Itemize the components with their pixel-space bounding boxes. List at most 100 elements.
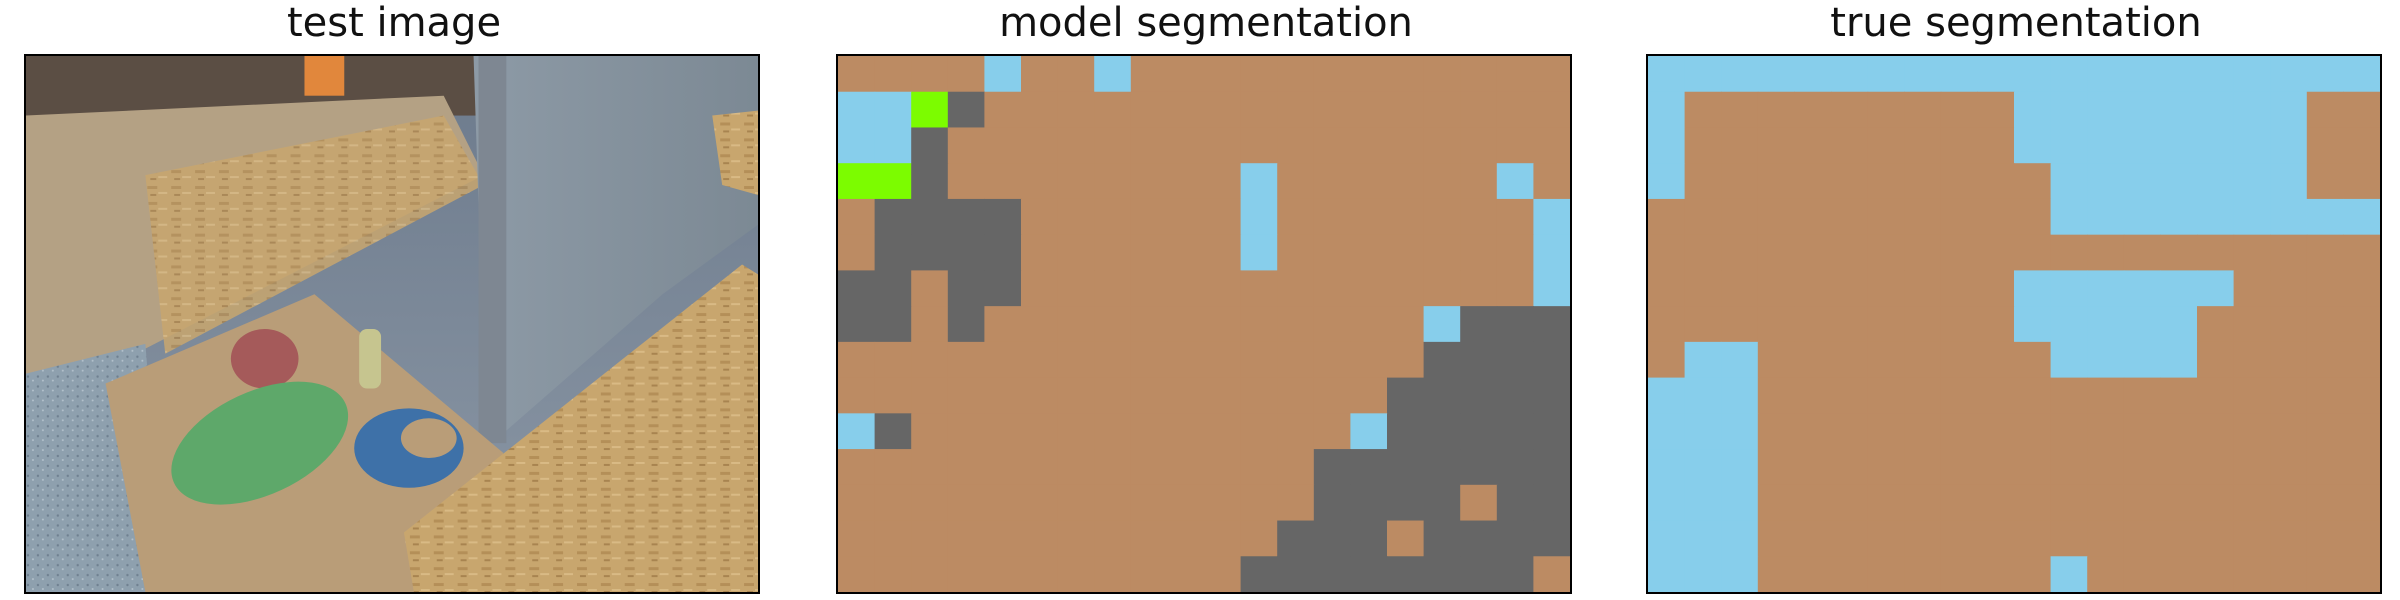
model-cell-brown xyxy=(1460,234,1498,271)
model-cell-brown xyxy=(1167,520,1205,557)
true-cell-brown xyxy=(2087,556,2125,592)
true-cell-brown xyxy=(2233,341,2271,379)
true-cell-brown xyxy=(2014,198,2052,236)
true-cell-sky xyxy=(1648,127,1686,164)
model-cell-brown xyxy=(1094,198,1132,236)
true-cell-brown xyxy=(2306,306,2344,343)
model-cell-brown xyxy=(1167,234,1205,271)
model-cell-sky xyxy=(874,127,912,164)
true-cell-sky xyxy=(1648,163,1686,200)
true-cell-brown xyxy=(2160,520,2198,557)
model-cell-brown xyxy=(1277,163,1315,200)
model-cell-brown xyxy=(1057,234,1095,271)
true-cell-sky xyxy=(2087,56,2125,93)
true-cell-brown xyxy=(1977,341,2015,379)
model-cell-brown xyxy=(1423,163,1461,200)
model-cell-brown xyxy=(911,449,949,486)
model-cell-brown xyxy=(1130,306,1168,343)
model-cell-brown xyxy=(1240,413,1278,450)
model-cell-brown xyxy=(1057,306,1095,343)
true-cell-brown xyxy=(1867,449,1905,486)
true-cell-brown xyxy=(2343,449,2380,486)
model-cell-brown xyxy=(947,163,985,200)
model-cell-gray xyxy=(1350,449,1388,486)
true-cell-sky xyxy=(2050,56,2088,93)
true-segmentation-panel: true segmentation xyxy=(1646,0,2386,600)
true-cell-brown xyxy=(2270,270,2308,307)
model-cell-brown xyxy=(911,270,949,307)
true-cell-sky xyxy=(2087,91,2125,129)
true-cell-sky xyxy=(1721,413,1759,450)
model-cell-brown xyxy=(1533,127,1570,164)
model-cell-brown xyxy=(838,484,876,522)
model-cell-brown xyxy=(1313,91,1351,129)
model-cell-brown xyxy=(1277,449,1315,486)
true-cell-brown xyxy=(2343,520,2380,557)
model-cell-brown xyxy=(1167,306,1205,343)
model-cell-brown xyxy=(1021,556,1059,592)
model-cell-brown xyxy=(1130,413,1168,450)
true-cell-brown xyxy=(2343,234,2380,271)
true-cell-brown xyxy=(1721,127,1759,164)
true-cell-brown xyxy=(2050,377,2088,414)
model-cell-gray xyxy=(1423,341,1461,379)
true-cell-sky xyxy=(1721,484,1759,522)
model-cell-brown xyxy=(1057,484,1095,522)
true-cell-brown xyxy=(1794,91,1832,129)
model-cell-brown xyxy=(1094,341,1132,379)
true-cell-brown xyxy=(2343,484,2380,522)
true-cell-brown xyxy=(1904,270,1942,307)
true-cell-brown xyxy=(2123,449,2161,486)
true-cell-sky xyxy=(1648,413,1686,450)
model-cell-sky xyxy=(1350,413,1388,450)
model-cell-gray xyxy=(911,198,949,236)
model-cell-brown xyxy=(1240,270,1278,307)
model-cell-gray xyxy=(1277,556,1315,592)
true-cell-brown xyxy=(1757,91,1795,129)
true-cell-brown xyxy=(2123,556,2161,592)
model-cell-brown xyxy=(874,56,912,93)
true-cell-sky xyxy=(2343,198,2380,236)
model-cell-brown xyxy=(838,377,876,414)
model-cell-gray xyxy=(1460,520,1498,557)
true-cell-sky xyxy=(2160,91,2198,129)
model-cell-brown xyxy=(1240,484,1278,522)
model-cell-brown xyxy=(1021,306,1059,343)
true-cell-sky xyxy=(2306,198,2344,236)
model-segmentation-frame xyxy=(836,54,1572,594)
model-cell-brown xyxy=(1094,556,1132,592)
model-cell-brown xyxy=(1094,377,1132,414)
model-cell-brown xyxy=(1057,341,1095,379)
true-cell-brown xyxy=(1794,377,1832,414)
model-cell-brown xyxy=(1130,377,1168,414)
model-cell-brown xyxy=(1387,56,1425,93)
true-cell-brown xyxy=(1831,484,1869,522)
model-cell-brown xyxy=(911,413,949,450)
true-cell-brown xyxy=(1904,234,1942,271)
model-cell-brown xyxy=(1313,56,1351,93)
model-cell-brown xyxy=(1130,341,1168,379)
true-cell-brown xyxy=(2306,127,2344,164)
true-cell-brown xyxy=(1757,520,1795,557)
model-cell-brown xyxy=(1240,56,1278,93)
true-cell-sky xyxy=(2160,306,2198,343)
true-cell-brown xyxy=(1940,306,1978,343)
model-cell-gray xyxy=(1423,449,1461,486)
model-cell-brown xyxy=(1387,234,1425,271)
true-cell-brown xyxy=(2233,377,2271,414)
true-cell-brown xyxy=(1977,270,2015,307)
model-cell-brown xyxy=(947,449,985,486)
true-cell-brown xyxy=(1977,520,2015,557)
model-cell-brown xyxy=(911,56,949,93)
true-cell-brown xyxy=(2087,449,2125,486)
true-cell-brown xyxy=(2270,377,2308,414)
true-cell-brown xyxy=(2160,377,2198,414)
true-cell-brown xyxy=(2014,377,2052,414)
model-cell-brown xyxy=(1533,56,1570,93)
model-cell-gray xyxy=(1460,413,1498,450)
model-cell-brown xyxy=(947,56,985,93)
true-cell-sky xyxy=(2160,341,2198,379)
model-cell-brown xyxy=(1130,484,1168,522)
model-cell-brown xyxy=(1423,198,1461,236)
model-cell-brown xyxy=(1460,91,1498,129)
